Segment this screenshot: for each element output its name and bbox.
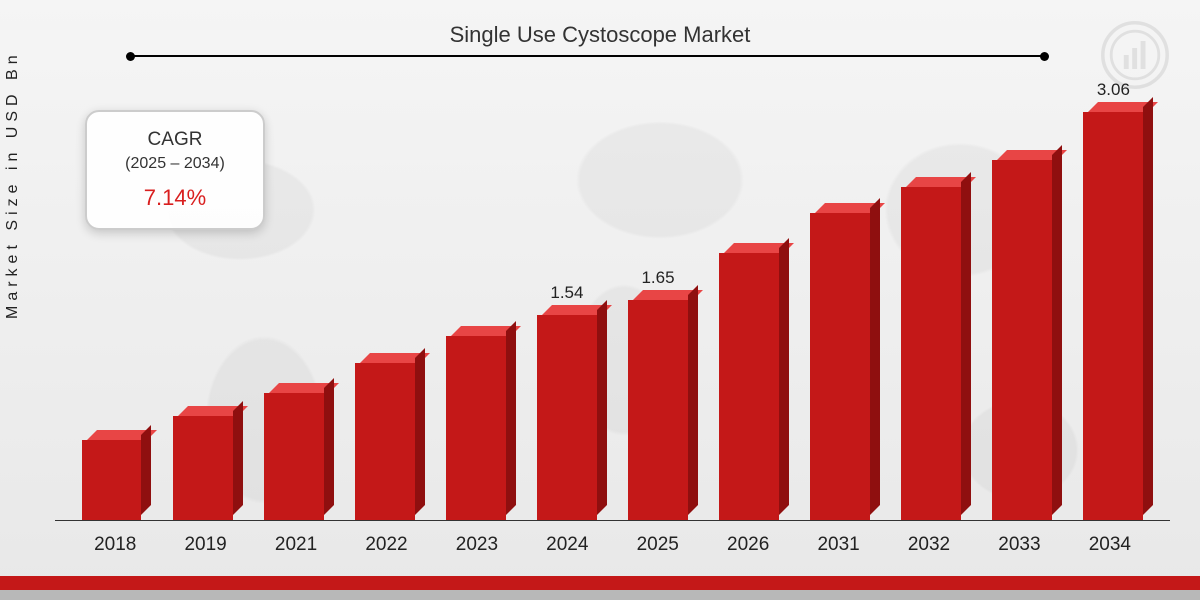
x-axis-tick: 2025 <box>613 534 703 556</box>
bar-side-face <box>233 401 243 515</box>
bar-wrap: 1.54 <box>525 315 608 520</box>
bar-side-face <box>506 321 516 515</box>
bar-wrap <box>343 363 426 520</box>
bar-wrap: 3.06 <box>1072 112 1155 520</box>
x-axis-tick: 2019 <box>160 534 250 556</box>
bar-side-face <box>415 348 425 515</box>
bar-wrap <box>890 187 973 520</box>
bar <box>264 393 324 520</box>
footer-gray-bar <box>0 590 1200 600</box>
bar <box>173 416 233 520</box>
bar-side-face <box>870 198 880 515</box>
x-axis-tick: 2026 <box>703 534 793 556</box>
cagr-period: (2025 – 2034) <box>125 155 225 173</box>
bar <box>355 363 415 520</box>
x-axis-tick: 2031 <box>793 534 883 556</box>
x-axis-tick: 2024 <box>522 534 612 556</box>
bar-value-label: 1.65 <box>641 268 674 288</box>
bar <box>446 336 506 520</box>
bar-wrap <box>981 160 1064 520</box>
bar-side-face <box>597 300 607 515</box>
bar <box>628 300 688 520</box>
cagr-title: CAGR <box>148 129 203 151</box>
x-axis-tick: 2022 <box>341 534 431 556</box>
cagr-value: 7.14% <box>144 185 206 211</box>
bar-wrap <box>799 213 882 520</box>
bar-side-face <box>961 172 971 515</box>
bar-side-face <box>688 285 698 515</box>
bar <box>537 315 597 520</box>
bar <box>82 440 142 520</box>
bar-wrap <box>708 253 791 520</box>
bar <box>1083 112 1143 520</box>
bar-wrap <box>161 416 244 520</box>
bar-wrap <box>70 440 153 520</box>
bar-wrap <box>434 336 517 520</box>
bar-value-label: 3.06 <box>1097 80 1130 100</box>
cagr-callout: CAGR (2025 – 2034) 7.14% <box>85 110 265 230</box>
bar-side-face <box>324 378 334 515</box>
bar-side-face <box>779 238 789 515</box>
title-underline <box>130 55 1045 57</box>
x-axis-tick: 2033 <box>974 534 1064 556</box>
x-axis-tick: 2018 <box>70 534 160 556</box>
bar <box>901 187 961 520</box>
x-axis-tick: 2023 <box>432 534 522 556</box>
bar <box>719 253 779 520</box>
bar-side-face <box>1052 145 1062 515</box>
bar-wrap: 1.65 <box>616 300 699 520</box>
footer-red-bar <box>0 576 1200 590</box>
bar-value-label: 1.54 <box>550 283 583 303</box>
x-axis-baseline <box>55 520 1170 522</box>
x-axis: 2018201920212022202320242025202620312032… <box>70 534 1155 556</box>
bar-side-face <box>1143 97 1153 515</box>
x-axis-tick: 2021 <box>251 534 341 556</box>
bar <box>810 213 870 520</box>
bar <box>992 160 1052 520</box>
x-axis-tick: 2032 <box>884 534 974 556</box>
y-axis-label: Market Size in USD Bn <box>4 50 22 319</box>
bar-wrap <box>252 393 335 520</box>
x-axis-tick: 2034 <box>1065 534 1155 556</box>
chart-title: Single Use Cystoscope Market <box>450 22 751 48</box>
bar-side-face <box>141 425 151 515</box>
